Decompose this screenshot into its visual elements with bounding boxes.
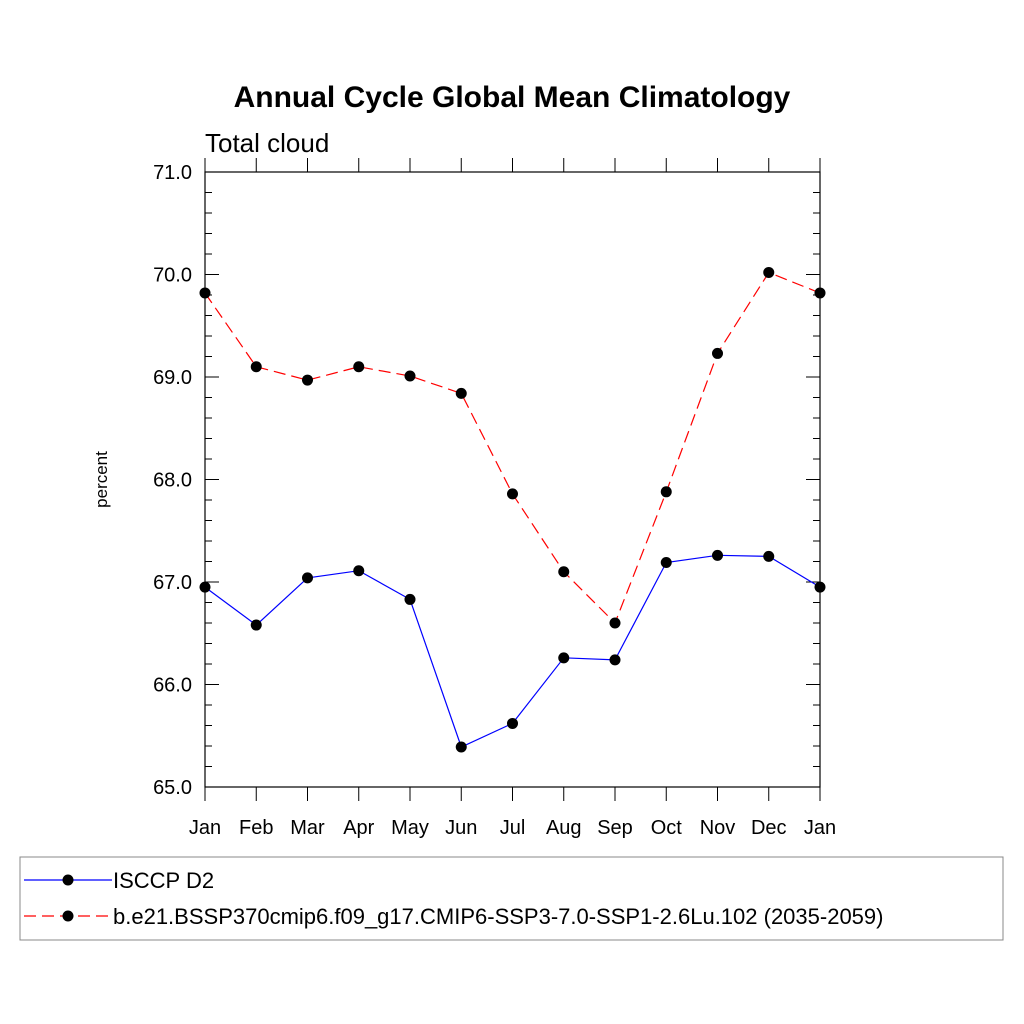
series-2-point [507, 488, 518, 500]
x-tick-label: Nov [700, 817, 736, 839]
legend-label-1: ISCCP D2 [113, 868, 214, 893]
x-tick-label: Jul [500, 817, 526, 839]
series-2-point [763, 266, 775, 278]
x-tick-label: Oct [651, 817, 683, 839]
legend-marker-1 [62, 874, 74, 886]
y-axis-label: percent [92, 451, 111, 508]
x-tick-label: May [391, 817, 429, 839]
x-tick-label: Jun [445, 817, 477, 839]
legend-box [19, 856, 1004, 941]
series-2-point [660, 486, 672, 498]
series-2-point [609, 617, 621, 629]
y-tick-label: 70.0 [153, 265, 192, 287]
series-1-point [250, 619, 262, 631]
legend: ISCCP D2 b.e21.BSSP370cmip6.f09_g17.CMIP6… [19, 856, 1004, 941]
x-tick-label: Apr [343, 817, 374, 839]
y-tick-label: 69.0 [153, 367, 192, 389]
legend-label-2: b.e21.BSSP370cmip6.f09_g17.CMIP6-SSP3-7.… [113, 904, 883, 929]
chart-title: Annual Cycle Global Mean Climatology [234, 81, 791, 114]
y-tick-label: 67.0 [153, 572, 192, 594]
y-tick-label: 71.0 [153, 162, 192, 184]
plot-frame [204, 171, 821, 788]
series-2-point [302, 374, 313, 386]
y-tick-label: 66.0 [153, 675, 192, 697]
x-tick-label: Mar [290, 817, 325, 839]
x-tick-label: Dec [751, 817, 787, 839]
series-1-point [199, 581, 211, 593]
series-1-point [404, 593, 416, 605]
x-tick-label: Jan [804, 817, 836, 839]
series-2-point [353, 361, 365, 373]
series-2-point [455, 387, 467, 399]
series-1-point [507, 717, 518, 729]
x-tick-label: Aug [546, 817, 582, 839]
series-1-point [455, 741, 467, 753]
series-1-point [660, 557, 672, 569]
legend-marker-2 [62, 910, 74, 922]
x-tick-label: Sep [597, 817, 633, 839]
y-tick-label: 65.0 [153, 777, 192, 799]
series-2-point [558, 566, 570, 578]
series-line-2 [204, 271, 821, 625]
chart-subtitle: Total cloud [205, 128, 329, 158]
series-2-point [814, 287, 826, 299]
series-2-point [404, 370, 416, 382]
x-tick-label: Jan [189, 817, 221, 839]
axis-ticks: 65.0 66.0 67.0 68.0 69.0 70.0 71.0 Jan Feb Mar Apr… [153, 158, 836, 839]
series-lines [199, 266, 826, 753]
series-2-point [199, 287, 211, 299]
series-2-point [250, 361, 262, 373]
series-1-point [609, 654, 621, 666]
x-tick-label: Feb [239, 817, 273, 839]
series-1-point [353, 565, 365, 577]
y-tick-label: 68.0 [153, 470, 192, 492]
series-1-point [302, 572, 313, 584]
series-1-point [712, 549, 723, 561]
series-2-point [712, 347, 723, 359]
series-1-point [814, 581, 826, 593]
series-1-point [558, 652, 570, 664]
series-1-point [763, 550, 775, 562]
